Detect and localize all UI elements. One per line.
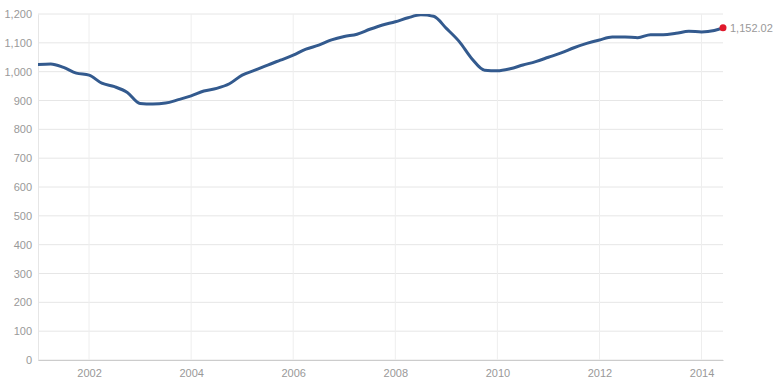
axis-line: [39, 360, 724, 361]
line: [38, 15, 723, 104]
tick: 2008: [384, 360, 408, 379]
tick: 1,200: [4, 8, 38, 20]
grid-line: [38, 215, 723, 216]
grid-line: [38, 331, 723, 332]
tick-label: 2008: [384, 367, 408, 379]
tick-label: 600: [14, 181, 32, 193]
tick-label: 100: [14, 325, 32, 337]
grid-line: [38, 129, 723, 130]
grid-line: [38, 302, 723, 303]
tick: 2012: [588, 360, 612, 379]
grid: [38, 14, 723, 360]
grid-line: [89, 14, 90, 360]
grid-line: [293, 14, 294, 360]
tick-label: 0: [26, 354, 32, 366]
tick: 2006: [281, 360, 305, 379]
tick-label: 800: [14, 123, 32, 135]
grid-line: [38, 14, 723, 15]
tick: 600: [14, 181, 38, 193]
tick: 0: [26, 354, 38, 366]
tick-label: 200: [14, 296, 32, 308]
tick-label: 2014: [690, 367, 714, 379]
x-axis: 2002 2004 2006 2008 2010 2012 2014: [39, 360, 724, 379]
plot-area: 0 100 200 300 400 500 600 700 800 900 1,000 1,100 1,…: [4, 8, 772, 379]
tick-label: 500: [14, 210, 32, 222]
chart: 0 100 200 300 400 500 600 700 800 900 1,000 1,100 1,…: [0, 0, 780, 384]
tick: 2004: [179, 360, 203, 379]
tick: 2014: [690, 360, 714, 379]
grid-line: [38, 360, 723, 361]
marks: [38, 15, 723, 104]
tick-label: 1,200: [4, 8, 32, 20]
tick: 100: [14, 325, 38, 337]
tick-label: 300: [14, 268, 32, 280]
grid-line: [38, 273, 723, 274]
grid-line: [599, 14, 600, 360]
grid-line: [395, 14, 396, 360]
tick-label: 2002: [77, 367, 101, 379]
tick: 500: [14, 210, 38, 222]
tick: 1,100: [4, 37, 38, 49]
grid-line: [191, 14, 192, 360]
grid-line: [38, 158, 723, 159]
grid-line: [497, 14, 498, 360]
tick-label: 1,000: [4, 66, 32, 78]
tick-label: 900: [14, 95, 32, 107]
tick: 300: [14, 268, 38, 280]
tick-label: 1,100: [4, 37, 32, 49]
tick: 900: [14, 95, 38, 107]
grid-line: [38, 100, 723, 101]
tick-label: 700: [14, 152, 32, 164]
grid-line: [38, 244, 723, 245]
grid-line: [38, 71, 723, 72]
tick: 2010: [486, 360, 510, 379]
tick: 400: [14, 239, 38, 251]
tick: 800: [14, 123, 38, 135]
grid-line: [38, 42, 723, 43]
tick-label: 2012: [588, 367, 612, 379]
tick-label: 2004: [179, 367, 203, 379]
tick-label: 2010: [486, 367, 510, 379]
tick: 1,000: [4, 66, 38, 78]
tick: 200: [14, 296, 38, 308]
tick-label: 2006: [281, 367, 305, 379]
tick: 700: [14, 152, 38, 164]
end-marker: [720, 24, 727, 31]
tick: 2002: [77, 360, 101, 379]
y-axis: 0 100 200 300 400 500 600 700 800 900 1,000 1,100 1,…: [4, 8, 38, 366]
grid-line: [701, 14, 702, 360]
tick-label: 400: [14, 239, 32, 251]
axis-line: [38, 15, 39, 361]
annotation: 1,152.02: [730, 22, 773, 34]
grid-line: [38, 187, 723, 188]
